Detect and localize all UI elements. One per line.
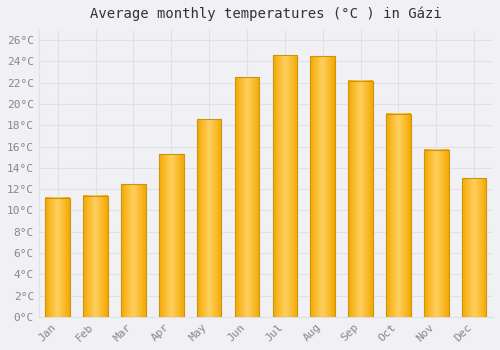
- Bar: [462, 178, 486, 317]
- Bar: [310, 56, 335, 317]
- Bar: [424, 150, 448, 317]
- Bar: [234, 77, 260, 317]
- Bar: [348, 80, 373, 317]
- Bar: [84, 196, 108, 317]
- Bar: [197, 119, 222, 317]
- Bar: [386, 114, 410, 317]
- Bar: [121, 184, 146, 317]
- Title: Average monthly temperatures (°C ) in Gázi: Average monthly temperatures (°C ) in Gá…: [90, 7, 442, 21]
- Bar: [272, 55, 297, 317]
- Bar: [46, 198, 70, 317]
- Bar: [159, 154, 184, 317]
